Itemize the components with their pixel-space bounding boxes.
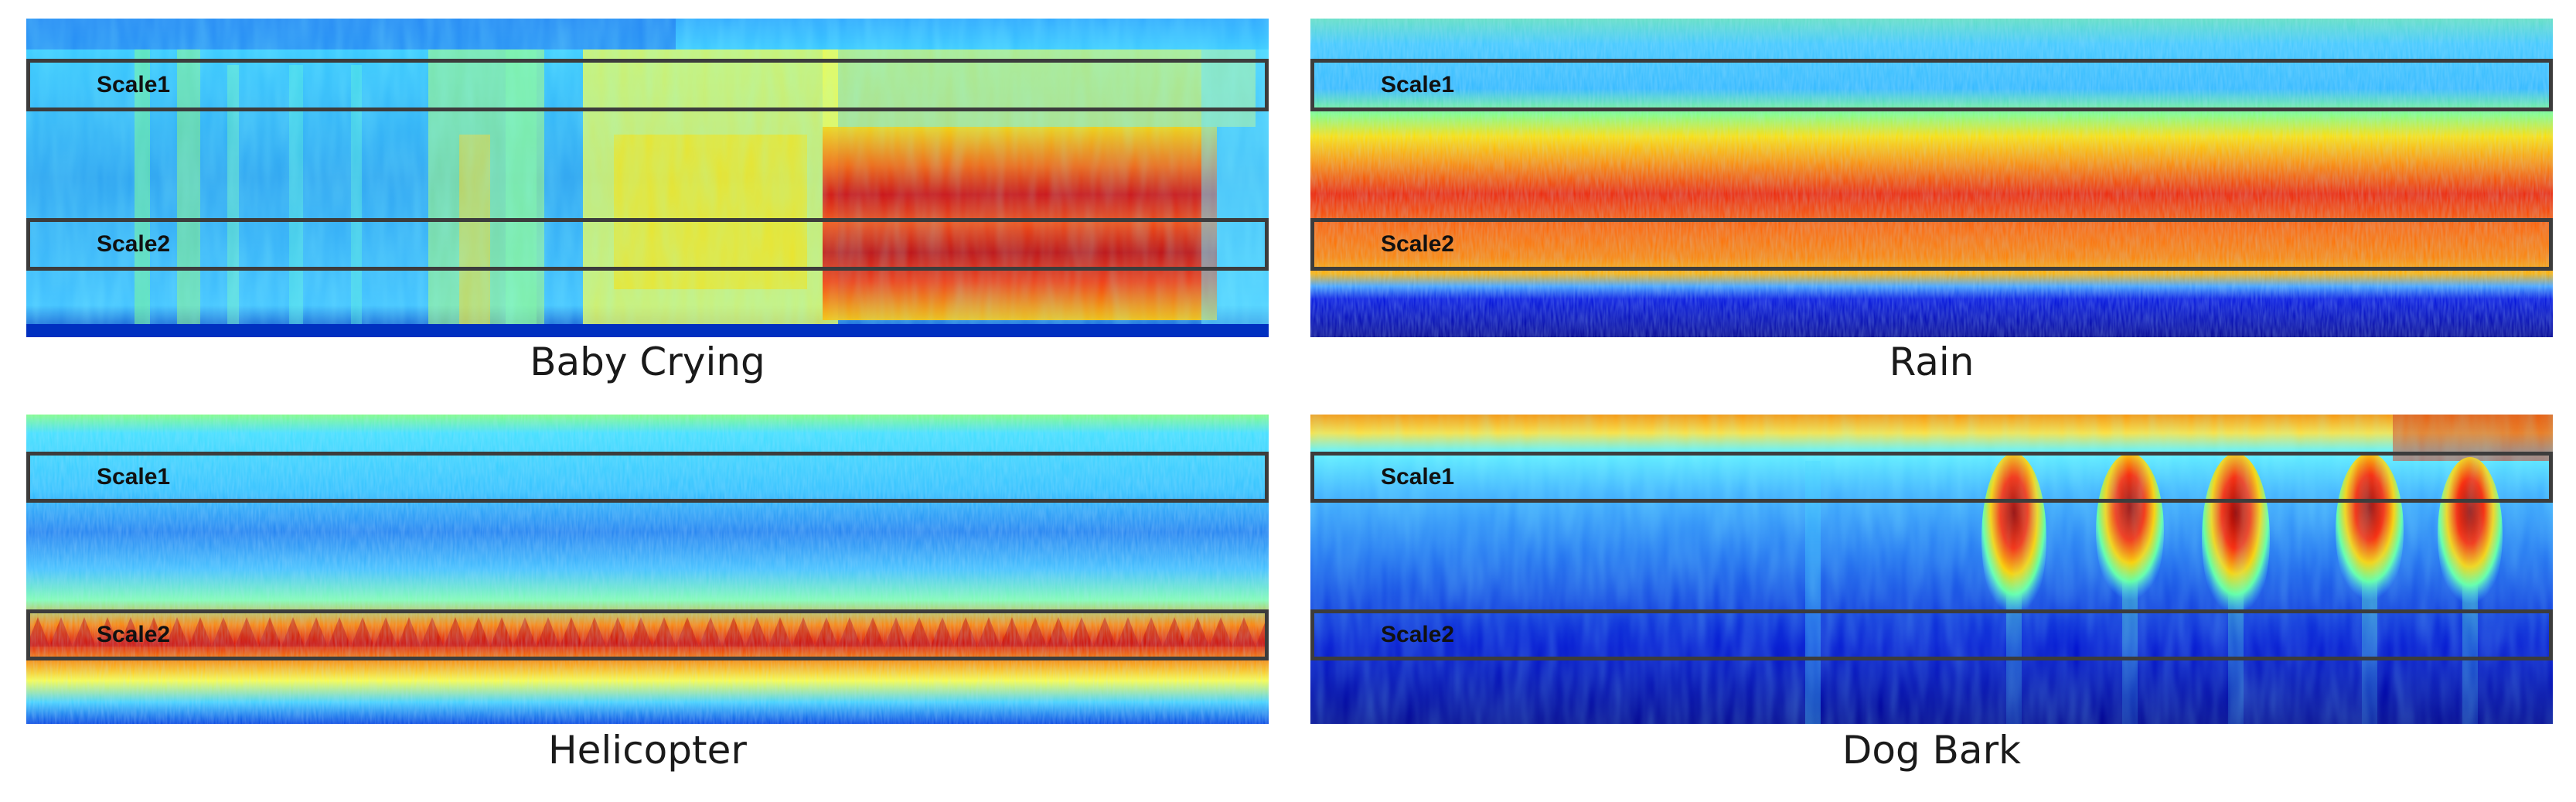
spectrogram-dog-bark — [1310, 415, 2553, 724]
panel-rain: Scale1 Scale2 Rain — [1310, 19, 2553, 384]
scale2-label: Scale2 — [1381, 231, 1455, 257]
caption-baby-crying: Baby Crying — [530, 340, 765, 384]
scale2-label: Scale2 — [1381, 622, 1455, 647]
caption-helicopter: Helicopter — [548, 728, 747, 773]
scale2-label: Scale2 — [97, 622, 171, 647]
scale1-label: Scale1 — [1381, 72, 1455, 97]
scale2-box: Scale2 — [1310, 218, 2553, 271]
panel-helicopter: Scale1 Scale2 Helicopter — [26, 415, 1269, 773]
panel-dog-bark: Scale1 Scale2 Dog Bark — [1310, 415, 2553, 773]
spectrogram-helicopter — [26, 415, 1269, 724]
caption-dog-bark: Dog Bark — [1842, 728, 2022, 773]
scale2-box: Scale2 — [26, 218, 1269, 271]
spectrogram-baby-crying — [26, 19, 1269, 337]
scale1-label: Scale1 — [97, 464, 171, 490]
scale1-box: Scale1 — [1310, 59, 2553, 111]
scale2-box: Scale2 — [1310, 609, 2553, 660]
scale1-box: Scale1 — [26, 59, 1269, 111]
panel-baby-crying: Scale1 Scale2 Baby Crying — [26, 19, 1269, 384]
spectrogram-rain — [1310, 19, 2553, 337]
scale2-label: Scale2 — [97, 231, 171, 257]
scale1-box: Scale1 — [1310, 452, 2553, 503]
scale1-box: Scale1 — [26, 452, 1269, 503]
scale1-label: Scale1 — [1381, 464, 1455, 490]
scale2-box: Scale2 — [26, 609, 1269, 660]
scale1-label: Scale1 — [97, 72, 171, 97]
caption-rain: Rain — [1889, 340, 1975, 384]
